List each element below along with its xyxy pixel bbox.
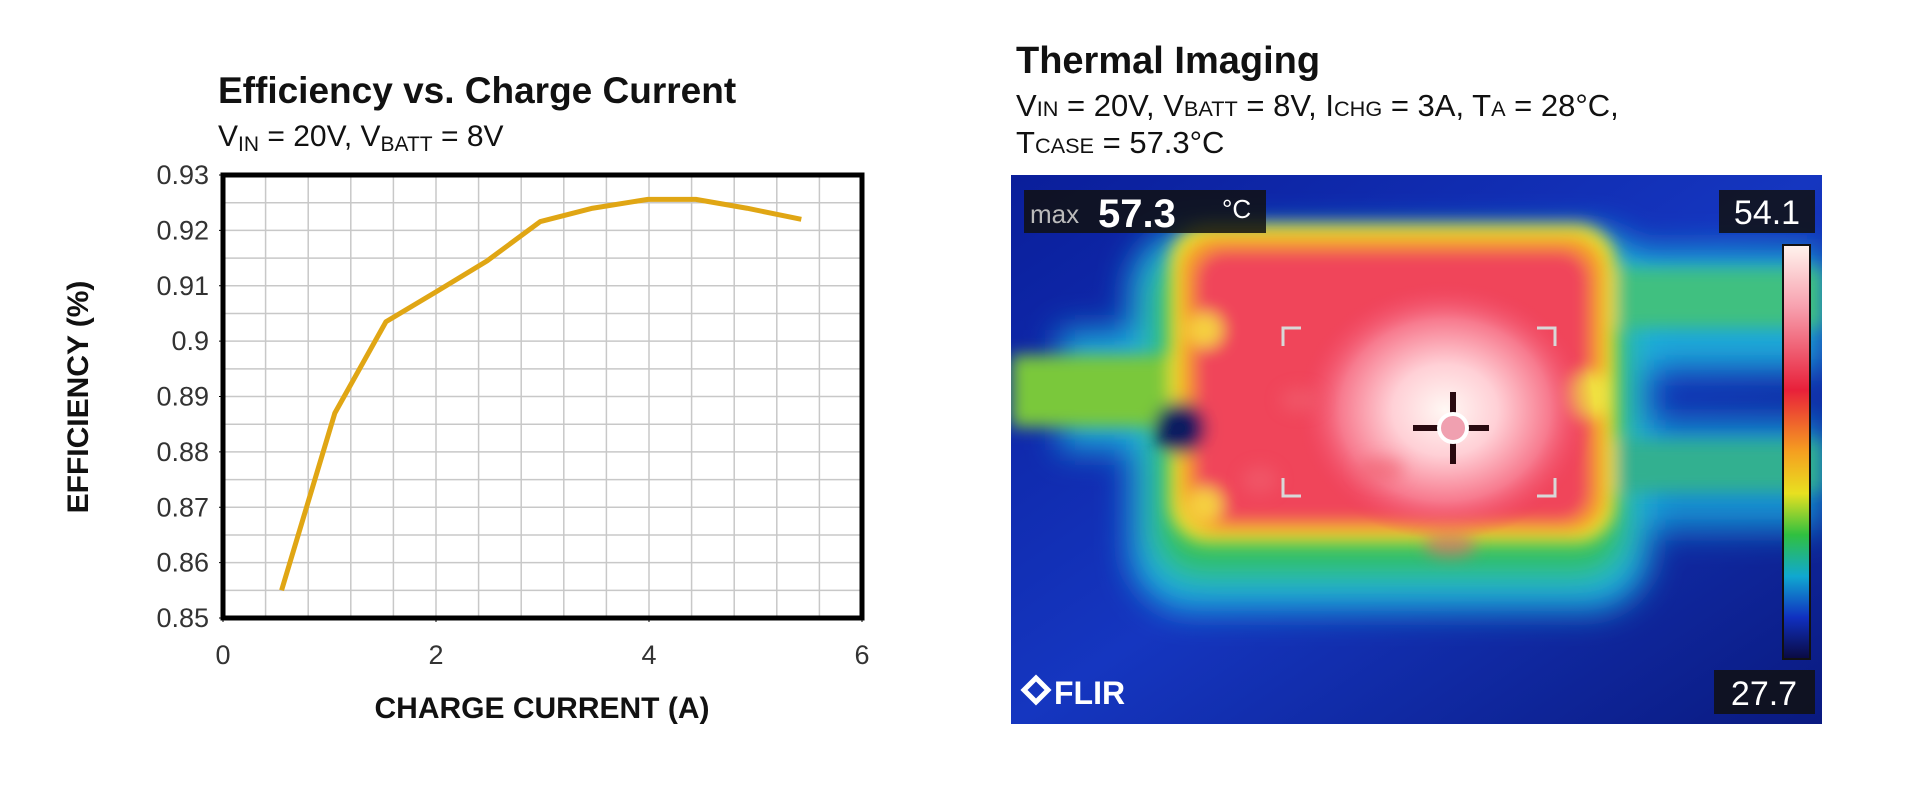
subtitle-part: = 3A, T	[1382, 88, 1491, 123]
y-tick-label: 0.87	[156, 492, 209, 522]
y-tick-label: 0.91	[156, 271, 209, 301]
subtitle-part: BATT	[381, 133, 433, 156]
subtitle-part: = 28°C,	[1506, 88, 1619, 123]
subtitle-part: = 8V	[433, 120, 504, 153]
x-axis-label: CHARGE CURRENT (A)	[375, 692, 710, 725]
y-tick-label: 0.88	[156, 437, 209, 467]
subtitle-part: = 20V, V	[1058, 88, 1184, 123]
subtitle-part: CHG	[1334, 96, 1382, 121]
subtitle-part: V	[218, 120, 238, 153]
chart-subtitle: VIN = 20V, VBATT = 8V	[218, 120, 504, 156]
y-axis-label: EFFICIENCY (%)	[62, 281, 95, 514]
thermal-subtitle: VIN = 20V, VBATT = 8V, ICHG = 3A, TA = 2…	[1016, 88, 1619, 123]
subtitle-part: IN	[1037, 96, 1059, 121]
scale-bottom: 27.7	[1731, 675, 1797, 713]
thermal-title: Thermal Imaging	[1016, 40, 1320, 82]
subtitle-part: A	[1491, 96, 1506, 121]
subtitle-part: = 57.3°C	[1094, 125, 1224, 160]
max-unit: °C	[1222, 194, 1251, 224]
y-tick-label: 0.92	[156, 215, 209, 245]
subtitle-part: CASE	[1035, 133, 1094, 158]
max-value: 57.3	[1098, 192, 1176, 236]
y-tick-label: 0.93	[156, 160, 209, 190]
max-prefix: max	[1030, 199, 1079, 229]
subtitle-part: = 20V, V	[259, 120, 381, 153]
x-tick-label: 0	[215, 640, 230, 670]
y-tick-label: 0.89	[156, 382, 209, 412]
brand: FLIR	[1054, 675, 1125, 711]
y-tick-label: 0.9	[171, 326, 209, 356]
chart-title: Efficiency vs. Charge Current	[218, 70, 736, 111]
subtitle-part: IN	[238, 133, 259, 156]
y-tick-label: 0.86	[156, 548, 209, 578]
plot: 0.85 0.86 0.87 0.88 0.89 0.9 0.91 0.92 0.93 0 2 4 6	[156, 160, 869, 670]
thermal-subtitle: TCASE = 57.3°C	[1016, 125, 1224, 160]
x-tick-label: 4	[641, 640, 656, 670]
plot-frame	[220, 172, 865, 621]
subtitle-part: V	[1016, 88, 1037, 123]
subtitle-part: T	[1016, 125, 1035, 160]
line	[279, 196, 802, 592]
scale-top: 54.1	[1734, 194, 1800, 232]
x-tick-label: 2	[428, 640, 443, 670]
subtitle-part: BATT	[1184, 96, 1238, 121]
x-tick-label: 6	[854, 640, 869, 670]
y-tick-label: 0.85	[156, 603, 209, 633]
subtitle-part: = 8V, I	[1238, 88, 1334, 123]
thermal-image: max 57.3 °C 54.1 27.7 FLIR	[1011, 175, 1822, 724]
